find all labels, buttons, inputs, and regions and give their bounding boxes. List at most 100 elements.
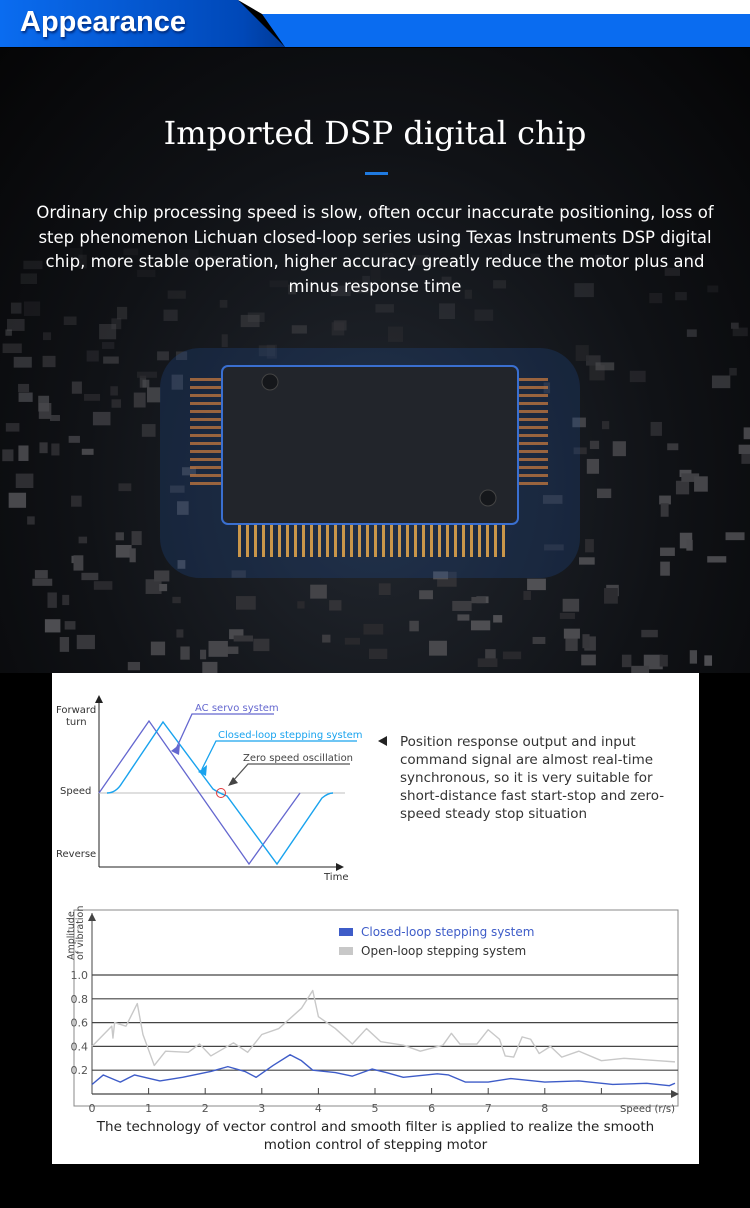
chip-pin (446, 523, 449, 557)
chip-pin (438, 523, 441, 557)
board-component (171, 374, 184, 390)
y-tick-label: 0.8 (71, 993, 89, 1006)
board-component (236, 257, 256, 269)
board-component (370, 269, 381, 281)
board-component (8, 492, 27, 508)
chip-pin (414, 523, 417, 557)
board-component (667, 443, 679, 451)
board-component (59, 637, 70, 652)
board-component (20, 273, 38, 285)
chip-pin (190, 426, 226, 429)
board-component (71, 495, 82, 507)
board-component (69, 248, 83, 259)
board-component (689, 650, 698, 664)
board-component (584, 636, 596, 651)
board-component (133, 392, 146, 408)
board-component (170, 485, 185, 493)
board-component (594, 254, 612, 265)
chip-pin (190, 402, 226, 405)
chip-pin (494, 523, 497, 557)
board-component (247, 312, 265, 323)
board-component (582, 634, 590, 649)
board-component (177, 560, 186, 569)
pointer-triangle-icon (378, 736, 387, 746)
chip-pin (246, 523, 249, 557)
board-component (732, 327, 748, 337)
y-tick-label: 1.0 (71, 969, 89, 982)
board-component (137, 371, 157, 378)
board-component (129, 548, 136, 563)
chip-pin (326, 523, 329, 557)
board-component (147, 387, 161, 403)
chip-pin (190, 474, 226, 477)
chip-pin (190, 466, 226, 469)
response-note-text: Position response output and input comma… (400, 734, 665, 822)
board-component (439, 303, 455, 320)
board-component (575, 345, 589, 361)
board-component (209, 256, 221, 264)
board-component (544, 544, 564, 551)
board-component (660, 561, 670, 576)
x-tick-label: 8 (541, 1102, 548, 1115)
board-component (231, 570, 246, 578)
chip-pin (422, 523, 425, 557)
board-component (18, 383, 30, 393)
board-component (111, 318, 122, 330)
chip-pin (512, 474, 548, 477)
board-component (562, 598, 580, 612)
chip-pin (294, 523, 297, 557)
board-component (68, 435, 80, 443)
board-component (362, 275, 370, 289)
feature-title: Imported DSP digital chip (163, 114, 587, 152)
board-component (586, 458, 600, 474)
board-component (707, 285, 719, 293)
y-label-reverse: Reverse (56, 849, 96, 860)
board-component (419, 590, 433, 600)
charts-panel: Forward turn Speed Reverse Time AC servo… (52, 673, 699, 1164)
board-component (111, 399, 122, 408)
board-component (650, 421, 662, 436)
legend-label: Closed-loop stepping system (361, 925, 534, 939)
chip-pin (512, 434, 548, 437)
board-component (310, 584, 327, 599)
board-component (116, 306, 128, 320)
chip-pin (374, 523, 377, 557)
board-component (99, 323, 117, 340)
chip-pin (502, 523, 505, 557)
y-label-forward: Forward (56, 705, 96, 716)
chip-pin (430, 523, 433, 557)
board-component (167, 290, 186, 299)
x-tick-label: 1 (145, 1102, 152, 1115)
board-component (741, 448, 750, 464)
x-axis-arrow-icon (671, 1090, 679, 1098)
closed-leader-line (201, 740, 357, 770)
chip-pin (382, 523, 385, 557)
chip-pin (190, 450, 226, 453)
chip-pin (470, 523, 473, 557)
chip-pin (454, 523, 457, 557)
chip-dot (479, 489, 497, 507)
board-component (182, 467, 196, 476)
board-component (50, 414, 60, 421)
board-component (297, 601, 305, 609)
board-component (51, 443, 60, 456)
chip-pin (310, 523, 313, 557)
chip-pin (358, 523, 361, 557)
legend-swatch (339, 928, 353, 936)
chip-pin (398, 523, 401, 557)
x-tick-label: 0 (89, 1102, 96, 1115)
board-component (664, 267, 681, 276)
board-component (474, 309, 494, 321)
board-component (581, 654, 596, 666)
board-component (154, 570, 170, 582)
chip-pin (190, 442, 226, 445)
y-axis-label: Amplitude (66, 911, 77, 960)
board-component (643, 654, 663, 670)
board-component (233, 635, 253, 642)
board-component (729, 367, 737, 376)
board-component (601, 421, 610, 430)
y-axis-label: of vibration (75, 906, 86, 960)
zero-arrowhead-icon (228, 777, 238, 786)
board-component (221, 334, 228, 348)
board-component (150, 641, 166, 656)
